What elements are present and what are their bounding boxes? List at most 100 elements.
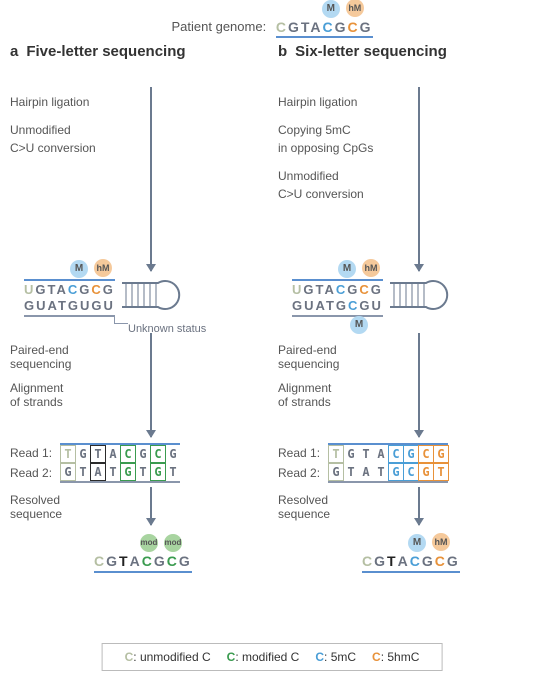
read-base: G [135,445,151,463]
base: C [322,19,334,35]
panel-a-steps: Hairpin ligation UnmodifiedC>U conversion [10,93,96,167]
read-base: T [373,463,389,481]
base: G [359,298,371,313]
read-base: G [75,445,91,463]
arrow-icon [418,333,420,437]
panel-b: bSix-letter sequencing Hairpin ligationC… [278,43,534,74]
m-marker-icon: M [350,316,368,334]
base: C [68,282,79,297]
base: T [387,553,398,569]
read-base: G [328,463,344,481]
legend-label: : 5mC [324,650,356,664]
base: T [326,298,336,313]
step-label: Alignmentof strands [278,381,339,409]
hm-marker-icon: hM [94,259,112,277]
base: A [325,282,336,297]
base: G [292,298,304,313]
base: T [301,19,311,35]
read-label: Read 2: [278,466,328,480]
m-marker-icon: M [338,260,356,278]
base: G [360,19,373,35]
legend-label: : 5hmC [381,650,420,664]
arrow-icon [418,487,420,525]
resolved-label-a: Resolvedsequence [10,493,62,521]
resolved-seq-b: MhMCGTACGCG [362,553,460,573]
reads-a: Read 1:TGTACGCGRead 2:GTATGTGT [10,443,180,483]
read-base: C [150,445,166,463]
base: C [94,553,106,569]
base: T [48,282,57,297]
base: G [288,19,301,35]
base: C [362,553,374,569]
base: G [447,553,460,569]
arrow-icon [150,87,152,271]
base: C [167,553,179,569]
read-base: C [388,445,404,463]
read-base: A [358,463,374,481]
base: G [35,282,47,297]
panel-b-title: bSix-letter sequencing [278,43,534,60]
step-label: UnmodifiedC>U conversion [10,121,96,157]
read-base: T [328,445,344,463]
m-marker-icon: M [70,260,88,278]
resolved-label-b: Resolvedsequence [278,493,330,521]
base: C [347,19,359,35]
read-base: G [343,445,359,463]
arrow-icon [150,333,152,437]
legend-letter: C [227,650,236,664]
unknown-status-label: Unknown status [128,323,206,335]
base: A [398,553,410,569]
base: A [48,298,58,313]
m-marker-icon: M [322,0,340,18]
base: U [24,282,35,297]
base: U [292,282,303,297]
read-base: T [75,463,91,481]
read-base: C [120,445,136,463]
hairpin-b: MhMUGTACGCGGUATGCGUM [292,279,383,317]
legend-letter: C [372,650,381,664]
read-base: G [403,445,419,463]
panel-a-mid-steps: Paired-endsequencingAlignmentof strands [10,343,71,419]
base: C [435,553,447,569]
read-base: G [60,463,76,481]
step-label: Copying 5mCin opposing CpGs [278,121,373,157]
base: G [374,553,387,569]
read-base: G [388,463,404,481]
hairpin-loop-icon [388,277,458,313]
base: C [91,282,102,297]
base: A [57,282,68,297]
legend-label: : unmodified C [133,650,210,664]
read-base: A [105,445,121,463]
read-base: T [343,463,359,481]
base: G [179,553,192,569]
base: G [303,282,315,297]
step-label: Hairpin ligation [10,93,96,111]
read-base: T [165,463,181,481]
read-base: T [60,445,76,463]
base: G [91,298,103,313]
read-label: Read 2: [10,466,60,480]
base: G [79,282,91,297]
panel-b-steps: Hairpin ligationCopying 5mCin opposing C… [278,93,373,213]
read-base: A [90,463,106,481]
base: T [316,282,325,297]
read-base: G [418,463,434,481]
legend-label: : modified C [235,650,299,664]
base: U [304,298,315,313]
m-marker-icon: M [408,534,426,552]
reads-b: Read 1:TGTACGCGRead 2:GTATGCGT [278,443,448,483]
read-base: T [90,445,106,463]
mod-marker-icon: mod [140,534,158,552]
hairpin-loop-icon [120,277,190,313]
hairpin-a: MhMUGTACGCGGUATGUGU [24,279,115,317]
read-label: Read 1: [10,446,60,460]
panel-a: aFive-letter sequencing Hairpin ligation… [10,43,266,74]
base: U [372,298,383,313]
base: G [24,298,36,313]
read-base: T [433,463,449,481]
read-base: T [358,445,374,463]
base: G [335,19,348,35]
mod-marker-icon: mod [164,534,182,552]
base: G [68,298,80,313]
legend: C: unmodified CC: modified CC: 5mCC: 5hm… [102,643,443,671]
